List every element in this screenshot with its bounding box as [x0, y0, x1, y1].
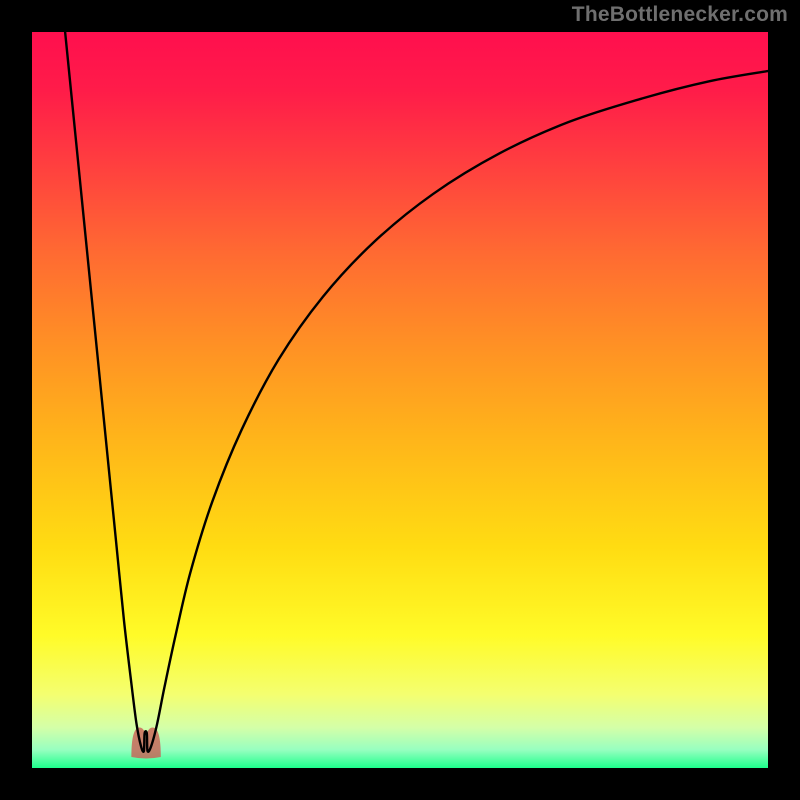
- curve-svg: [32, 32, 768, 768]
- plot-area: [32, 32, 768, 768]
- watermark-text: TheBottlenecker.com: [572, 3, 788, 27]
- chart-frame: TheBottlenecker.com: [0, 0, 800, 800]
- bottleneck-curve: [65, 32, 768, 752]
